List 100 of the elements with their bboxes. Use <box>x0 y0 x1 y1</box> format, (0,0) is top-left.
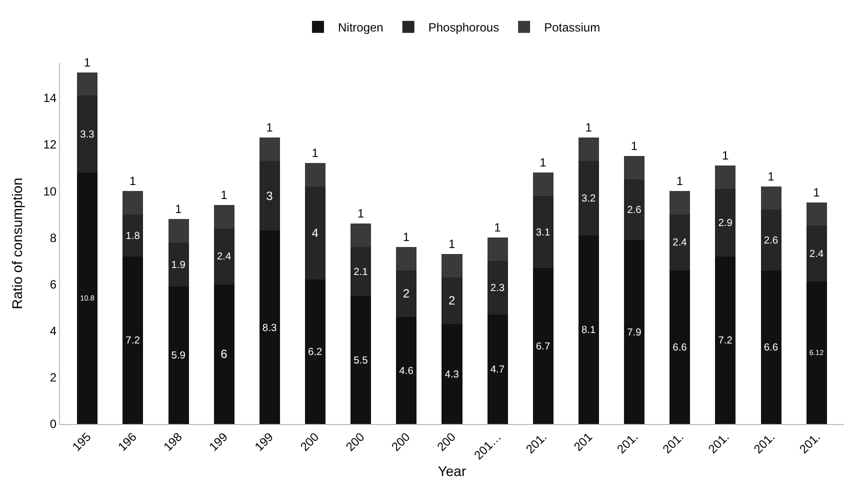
y-tick-label: 8 <box>50 230 57 245</box>
bar <box>442 254 462 278</box>
bar <box>350 224 372 247</box>
data-label: 7.2 <box>126 336 140 347</box>
bar <box>670 270 690 424</box>
data-label: 6.6 <box>672 342 688 354</box>
bar <box>350 296 372 424</box>
data-label: 6.7 <box>536 341 550 352</box>
data-label: 1 <box>722 148 729 162</box>
bar <box>77 72 98 96</box>
data-label: 1 <box>312 146 319 160</box>
data-label: 2 <box>448 294 456 308</box>
bar <box>396 246 417 270</box>
x-tick-label: 200 <box>298 430 322 454</box>
data-label: 1 <box>448 236 456 251</box>
data-label: 6.6 <box>764 342 778 354</box>
x-tick-label: 200 <box>434 430 459 454</box>
y-tick-label: 4 <box>50 324 57 338</box>
bar <box>396 316 417 424</box>
data-label: 4 <box>312 226 319 240</box>
bar <box>532 172 554 196</box>
data-label: 3.1 <box>536 227 550 238</box>
x-tick-label: 201. <box>796 430 824 456</box>
bar <box>760 210 782 270</box>
data-label: 1 <box>540 155 547 170</box>
bar <box>670 191 690 214</box>
data-label: 2.9 <box>718 218 733 229</box>
bar <box>442 277 462 324</box>
x-tick-label: 199 <box>252 430 276 454</box>
data-label: 1 <box>813 185 820 200</box>
data-label: 3.3 <box>80 129 95 140</box>
bar <box>715 188 736 256</box>
x-tick-label: 201 <box>571 430 596 454</box>
y-tick-label: 6 <box>50 277 57 292</box>
bar <box>806 281 827 424</box>
bar <box>214 205 234 228</box>
y-tick-label: 12 <box>43 138 57 152</box>
x-tick-label: 198 <box>160 430 186 454</box>
bar <box>487 260 508 315</box>
bar <box>624 240 645 424</box>
data-label: 1 <box>220 188 228 202</box>
bar <box>214 284 234 424</box>
bar <box>806 202 827 226</box>
bar <box>715 256 736 424</box>
bar <box>77 172 98 424</box>
x-tick-label: 196 <box>115 430 140 454</box>
data-label: 1 <box>129 174 136 188</box>
bar <box>578 235 599 424</box>
data-label: 3.2 <box>582 194 596 204</box>
x-tick-label: 199 <box>206 430 231 454</box>
data-label: 1 <box>402 230 410 244</box>
y-tick-label: 14 <box>43 91 57 106</box>
data-label: 2.4 <box>809 248 824 260</box>
y-tick-label: 10 <box>43 184 57 198</box>
data-label: 1.8 <box>126 230 140 242</box>
data-label: 1 <box>494 220 502 235</box>
bar <box>168 286 189 424</box>
bar <box>168 219 189 242</box>
data-label: 6 <box>220 347 228 362</box>
bar <box>487 314 508 424</box>
bar <box>532 196 554 268</box>
bar <box>760 270 782 424</box>
bar <box>624 156 645 180</box>
data-label: 1 <box>630 139 638 154</box>
data-label: 4.6 <box>399 366 414 377</box>
bar <box>259 160 280 231</box>
x-tick-label: 195 <box>70 430 94 454</box>
x-tick-label: 201. <box>751 430 778 456</box>
data-label: 1.9 <box>171 260 186 271</box>
bar <box>715 165 736 189</box>
data-label: 8.1 <box>582 325 596 336</box>
legend-label: Nitrogen <box>338 20 384 35</box>
data-label: 1 <box>676 174 684 188</box>
data-label: 2.6 <box>764 235 778 246</box>
data-label: 1 <box>175 202 182 216</box>
legend-label: Potassium <box>544 20 600 35</box>
bar <box>77 96 98 172</box>
bar <box>305 163 326 186</box>
x-tick-label: 201. <box>523 430 550 456</box>
bar <box>578 160 599 236</box>
data-label: 7.9 <box>627 327 642 338</box>
bar <box>442 324 462 424</box>
data-label: 4.7 <box>490 364 505 376</box>
bar <box>122 256 144 424</box>
data-label: 1 <box>357 206 364 221</box>
data-label: 2 <box>402 286 410 301</box>
data-label: 7.2 <box>718 336 733 347</box>
data-label: 2.4 <box>216 252 232 263</box>
data-label: 2.4 <box>672 238 688 249</box>
y-tick-label: 2 <box>50 370 57 385</box>
bar <box>350 246 372 296</box>
bar <box>259 230 280 424</box>
y-axis-title: Ratio of consumption <box>9 178 25 310</box>
bar <box>578 138 599 161</box>
data-label: 1 <box>585 120 592 135</box>
bar <box>487 238 508 261</box>
y-tick-label: 0 <box>50 417 57 432</box>
bar <box>168 242 189 287</box>
bar <box>305 186 326 280</box>
x-tick-label: 201. <box>705 430 732 456</box>
